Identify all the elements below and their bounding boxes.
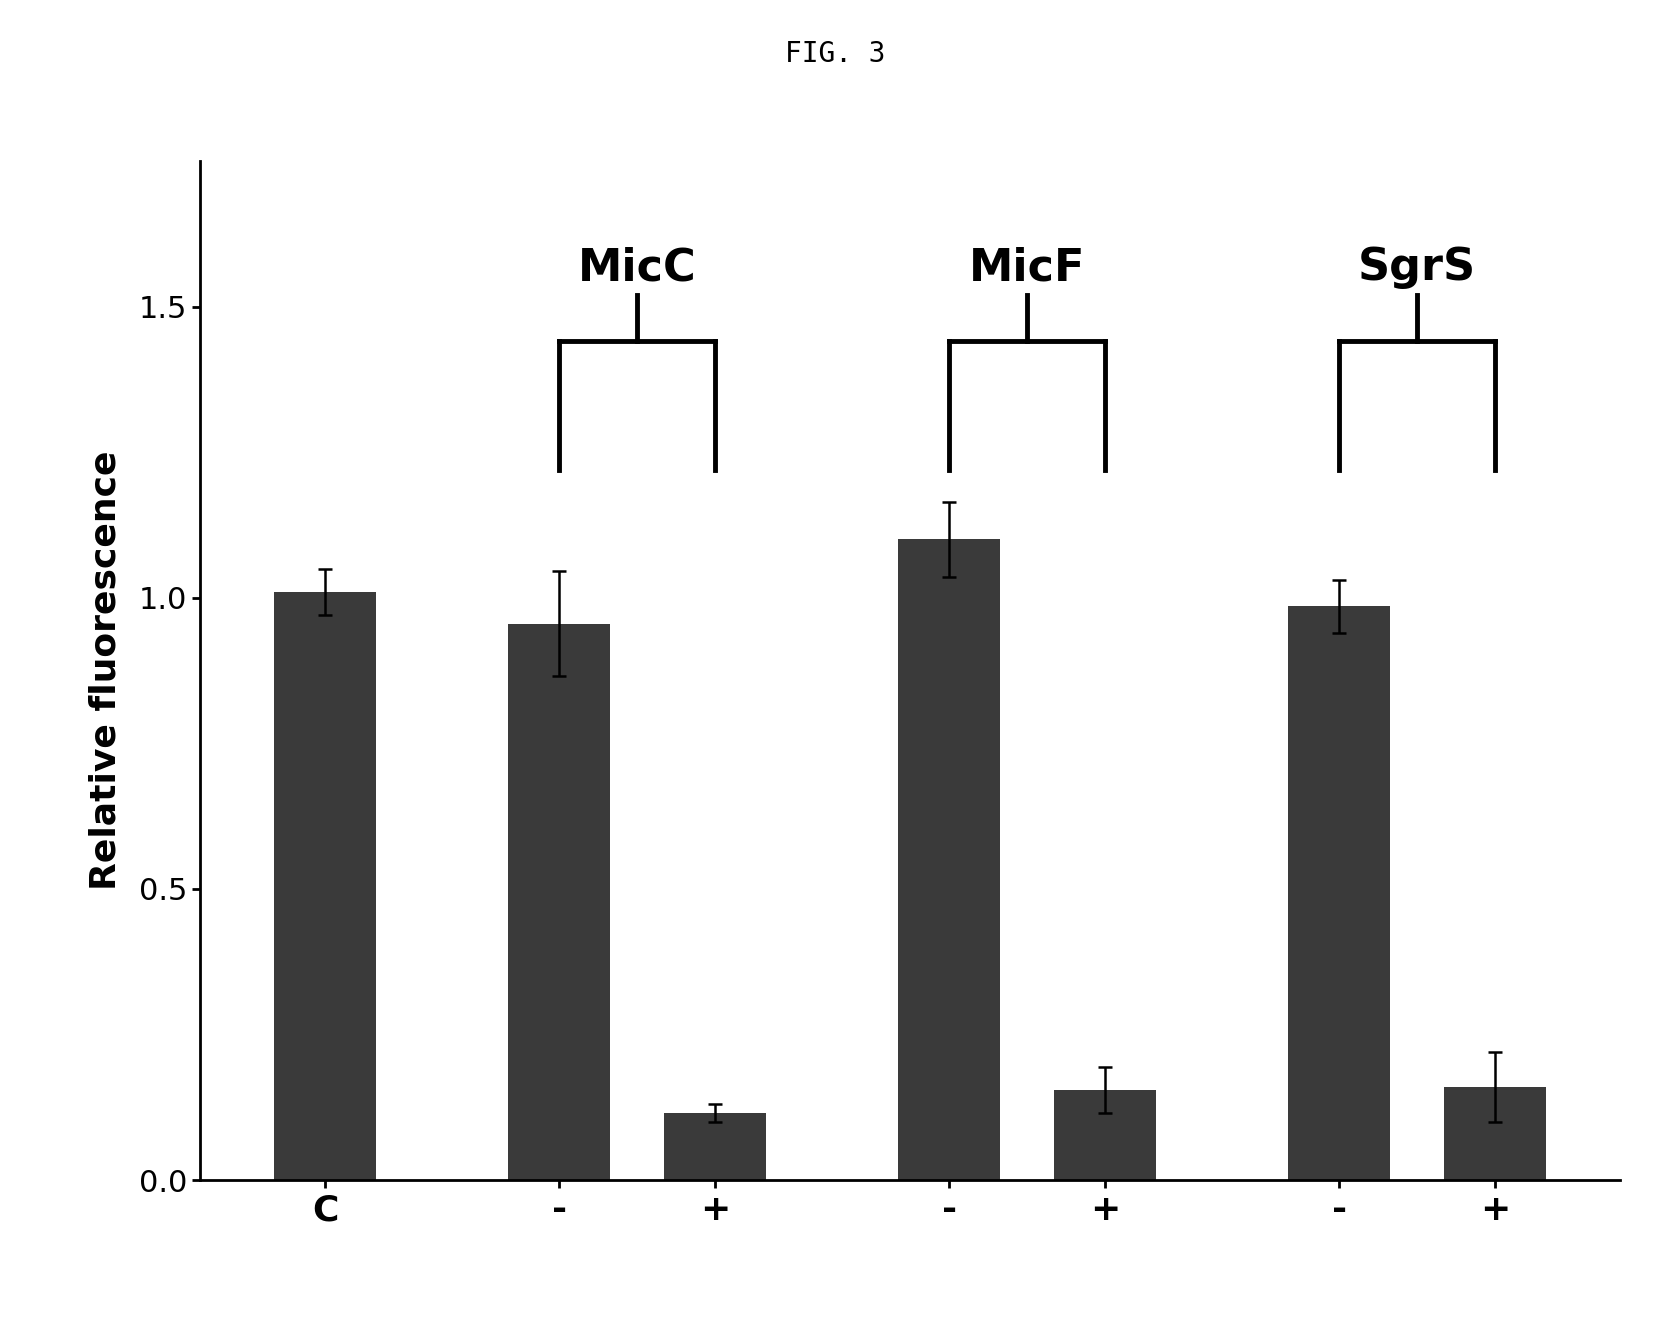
Bar [1289,606,1389,1180]
Bar [1054,1090,1156,1180]
Text: MicF: MicF [969,245,1086,290]
Bar [665,1113,767,1180]
Text: FIG. 3: FIG. 3 [785,40,885,68]
Bar [898,539,1000,1180]
Bar [274,591,376,1180]
Text: SgrS: SgrS [1358,245,1476,290]
Bar [508,624,610,1180]
Bar [1445,1088,1546,1180]
Text: MicC: MicC [578,245,696,290]
Y-axis label: Relative fluorescence: Relative fluorescence [89,451,122,890]
